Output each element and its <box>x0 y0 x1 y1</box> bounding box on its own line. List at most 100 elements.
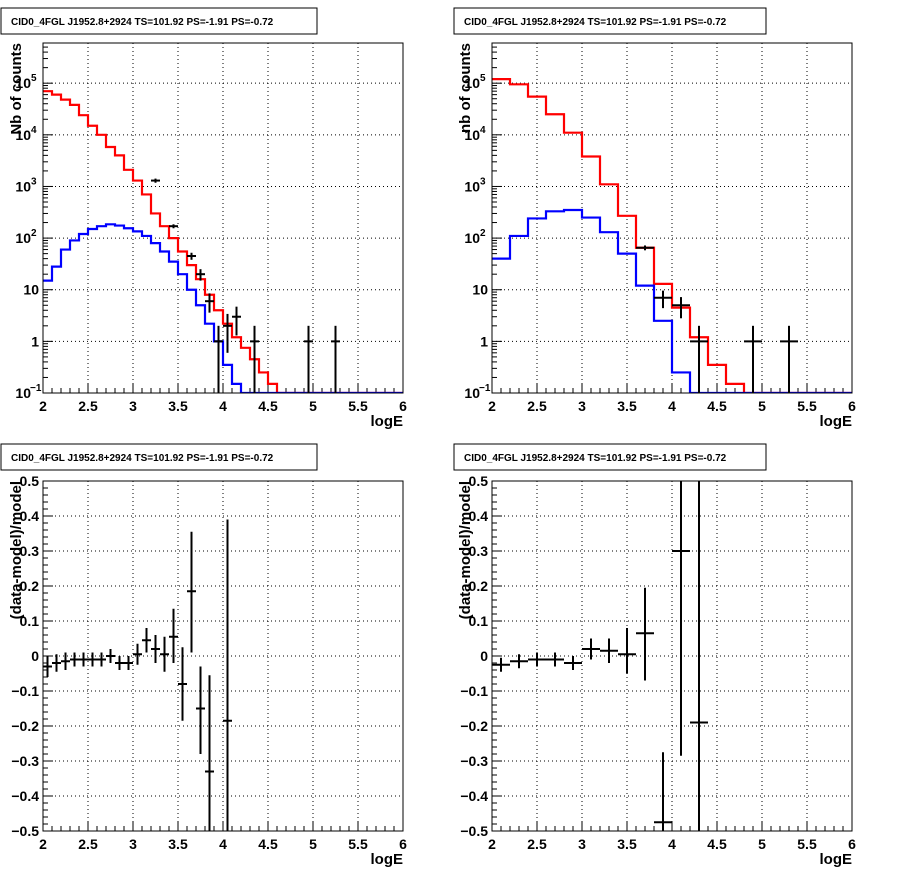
x-axis-label: logE <box>820 413 853 430</box>
y-tick-label: −0.4 <box>11 788 39 804</box>
x-tick-label: 2.5 <box>78 836 98 852</box>
y-tick-label: 10 <box>23 282 39 298</box>
chart-panel-3: CID0_4FGL J1952.8+2924 TS=101.92 PS=-1.9… <box>0 443 407 868</box>
y-tick-exponent: 3 <box>480 176 486 187</box>
chart-panel-1: CID0_4FGL J1952.8+2924 TS=101.92 PS=-1.9… <box>0 7 407 430</box>
x-tick-label: 5.5 <box>797 836 817 852</box>
x-tick-label: 3 <box>129 398 137 414</box>
x-tick-label: 3.5 <box>617 398 637 414</box>
y-tick-label: −0.4 <box>460 788 488 804</box>
x-tick-label: 5 <box>758 836 766 852</box>
x-tick-label: 4.5 <box>707 836 727 852</box>
x-tick-label: 4.5 <box>258 398 278 414</box>
y-tick-exponent: 5 <box>480 73 486 84</box>
x-tick-label: 5 <box>309 836 317 852</box>
x-tick-label: 5 <box>758 398 766 414</box>
y-axis-label: nb of counts <box>457 43 474 133</box>
y-tick-label: 0.4 <box>469 508 489 524</box>
y-tick-label: 0.1 <box>469 613 489 629</box>
x-tick-label: 3.5 <box>168 836 188 852</box>
chart-title-box <box>0 443 318 471</box>
y-tick-label: 0.2 <box>469 578 489 594</box>
y-tick-label: −0.5 <box>460 823 488 839</box>
model-total-series <box>43 90 403 393</box>
y-axis-label: (data-model)/model <box>8 481 25 619</box>
chart-title-box <box>453 443 767 471</box>
y-tick-label: 0.4 <box>20 508 40 524</box>
y-tick-label: 0.3 <box>469 543 489 559</box>
x-tick-label: 2.5 <box>527 398 547 414</box>
y-tick-label: 1 <box>31 333 39 349</box>
y-tick-exponent: 2 <box>480 228 486 239</box>
x-axis-label: logE <box>820 851 853 868</box>
y-tick-label: 10 <box>464 178 480 194</box>
plot-frame <box>42 42 404 394</box>
chart-title: CID0_4FGL J1952.8+2924 TS=101.92 PS=-1.9… <box>464 453 727 464</box>
x-tick-label: 4 <box>219 398 227 414</box>
y-tick-label: 0.5 <box>469 473 489 489</box>
x-tick-label: 3 <box>129 836 137 852</box>
x-tick-label: 4.5 <box>258 836 278 852</box>
y-tick-label: −0.3 <box>11 753 39 769</box>
y-tick-exponent: 4 <box>480 125 486 136</box>
y-tick-label: 10 <box>472 282 488 298</box>
x-tick-label: 6 <box>848 398 856 414</box>
y-tick-label: 10 <box>15 75 31 91</box>
y-tick-label: 0 <box>31 648 39 664</box>
plot-frame <box>491 42 853 394</box>
chart-panel-2: CID0_4FGL J1952.8+2924 TS=101.92 PS=-1.9… <box>453 7 856 430</box>
y-tick-label: 0.3 <box>20 543 40 559</box>
y-axis-label: (data-model)/model <box>457 481 474 619</box>
y-tick-label: 10 <box>464 385 480 401</box>
plot-frame <box>491 480 853 832</box>
y-tick-label: 10 <box>464 127 480 143</box>
y-tick-label: 0.2 <box>20 578 40 594</box>
chart-title: CID0_4FGL J1952.8+2924 TS=101.92 PS=-1.9… <box>464 17 727 28</box>
x-tick-label: 3.5 <box>168 398 188 414</box>
chart-title: CID0_4FGL J1952.8+2924 TS=101.92 PS=-1.9… <box>11 17 274 28</box>
x-tick-label: 5.5 <box>348 836 368 852</box>
model-source-series <box>492 208 852 393</box>
x-tick-label: 2.5 <box>527 836 547 852</box>
y-tick-exponent: 3 <box>31 176 37 187</box>
y-tick-exponent: 5 <box>31 73 37 84</box>
x-tick-label: 3 <box>578 398 586 414</box>
chart-title-box <box>453 7 767 35</box>
y-tick-label: 0 <box>480 648 488 664</box>
y-tick-label: −0.2 <box>460 718 488 734</box>
x-tick-label: 5.5 <box>348 398 368 414</box>
y-tick-label: 10 <box>464 75 480 91</box>
x-axis-label: logE <box>371 851 404 868</box>
y-tick-label: 10 <box>15 178 31 194</box>
chart-panel-4: CID0_4FGL J1952.8+2924 TS=101.92 PS=-1.9… <box>453 443 856 868</box>
y-axis-label: Nb of counts <box>8 43 25 135</box>
chart-title: CID0_4FGL J1952.8+2924 TS=101.92 PS=-1.9… <box>11 453 274 464</box>
x-tick-label: 6 <box>399 398 407 414</box>
y-tick-label: −0.1 <box>11 683 39 699</box>
x-tick-label: 4 <box>668 398 676 414</box>
y-tick-exponent: 4 <box>31 125 37 136</box>
y-tick-label: 10 <box>15 127 31 143</box>
x-tick-label: 2.5 <box>78 398 98 414</box>
y-tick-exponent: −1 <box>30 383 42 394</box>
x-tick-label: 2 <box>488 836 496 852</box>
y-tick-label: 0.5 <box>20 473 40 489</box>
x-axis-label: logE <box>371 413 404 430</box>
x-tick-label: 4.5 <box>707 398 727 414</box>
y-tick-label: 10 <box>15 385 31 401</box>
y-tick-label: −0.1 <box>460 683 488 699</box>
x-tick-label: 5.5 <box>797 398 817 414</box>
y-tick-label: 10 <box>15 230 31 246</box>
y-tick-label: −0.2 <box>11 718 39 734</box>
y-tick-label: −0.3 <box>460 753 488 769</box>
y-tick-exponent: 2 <box>31 228 37 239</box>
x-tick-label: 2 <box>488 398 496 414</box>
y-tick-label: 0.1 <box>20 613 40 629</box>
y-tick-label: 1 <box>480 333 488 349</box>
x-tick-label: 3 <box>578 836 586 852</box>
x-tick-label: 6 <box>399 836 407 852</box>
x-tick-label: 4 <box>219 836 227 852</box>
model-source-series <box>43 223 403 393</box>
